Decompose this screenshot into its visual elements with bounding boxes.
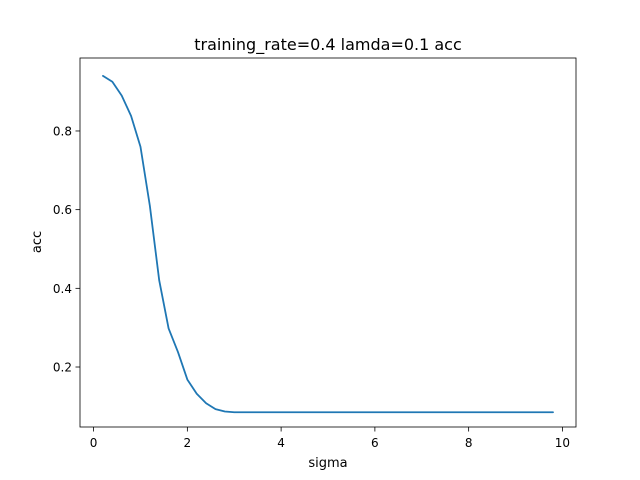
chart-title: training_rate=0.4 lamda=0.1 acc <box>194 35 462 55</box>
x-tick-label: 6 <box>371 436 379 450</box>
y-tick-label: 0.2 <box>53 361 72 375</box>
y-axis: 0.2 0.4 0.6 0.8 <box>53 124 80 375</box>
x-tick-label: 8 <box>465 436 473 450</box>
x-tick-label: 2 <box>184 436 192 450</box>
y-tick-label: 0.8 <box>53 124 72 138</box>
x-tick-label: 10 <box>555 436 570 450</box>
x-tick-label: 4 <box>277 436 285 450</box>
plot-frame <box>79 57 577 428</box>
x-tick-label: 0 <box>90 436 98 450</box>
y-tick-label: 0.6 <box>53 203 72 217</box>
series-line <box>102 75 554 414</box>
y-tick-label: 0.4 <box>53 282 72 296</box>
x-axis: 0 2 4 6 8 10 <box>90 427 570 450</box>
series-group <box>102 75 554 414</box>
x-axis-label: sigma <box>308 456 347 471</box>
y-axis-label: acc <box>30 231 45 253</box>
